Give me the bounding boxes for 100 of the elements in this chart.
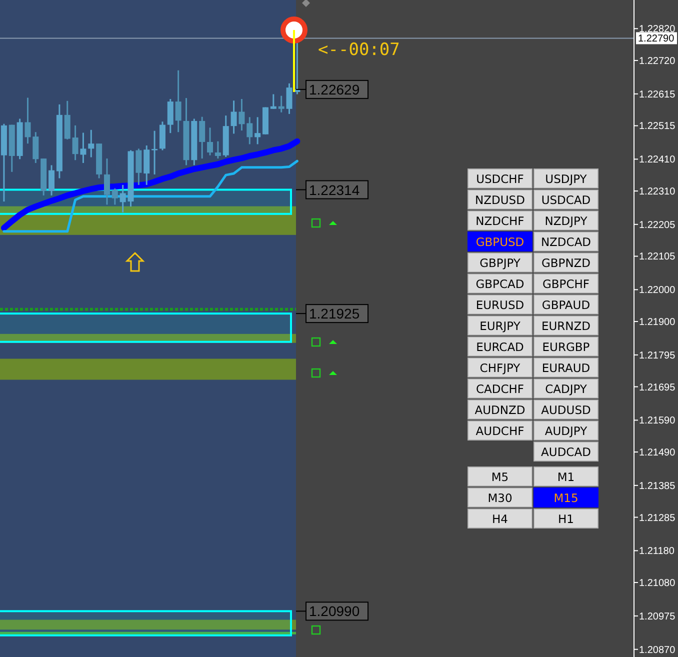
- y-tick-label: 1.21695: [639, 382, 676, 394]
- candlestick: [144, 144, 150, 186]
- annotation: EURUSD: [476, 298, 524, 312]
- candlestick: [278, 95, 284, 114]
- symbol-button: NZDCAD: [534, 232, 598, 252]
- timeframe-button: H4: [468, 508, 532, 528]
- timeframe-button: M15: [534, 488, 598, 508]
- band-label: 1.22314: [309, 182, 360, 198]
- symbol-button: USDJPY: [534, 168, 598, 188]
- ref-line-label: 1.22790: [638, 34, 675, 45]
- symbol-button: USDCHF: [468, 168, 532, 188]
- y-tick-label: 1.20870: [639, 644, 676, 656]
- y-tick-label: 1.22515: [639, 121, 676, 132]
- y-tick-label: 1.21385: [639, 480, 676, 492]
- annotation: USDCAD: [541, 193, 591, 208]
- candlestick: [80, 132, 86, 164]
- y-tick-label: 1.22000: [639, 285, 676, 296]
- symbol-button: GBPJPY: [468, 252, 532, 272]
- timeframe-button: M1: [534, 466, 598, 486]
- candlestick: [104, 158, 110, 206]
- symbol-button: NZDJPY: [534, 210, 598, 230]
- annotation: 1.22629: [309, 81, 360, 98]
- annotation: GBPJPY: [480, 256, 522, 270]
- y-tick-label: 1.21285: [639, 512, 676, 524]
- annotation: EURGBP: [542, 340, 590, 354]
- y-tick-label: 1.21590: [639, 416, 676, 427]
- symbol-button: USDCAD: [534, 190, 598, 210]
- timeframe-button: M30: [468, 488, 532, 508]
- symbol-button: NZDCHF: [468, 210, 532, 230]
- candlestick: [175, 70, 182, 133]
- symbol-button: EURAUD: [534, 358, 598, 378]
- annotation: EURCAD: [476, 340, 524, 354]
- y-tick-label: 1.22310: [639, 186, 676, 198]
- annotation: H4: [492, 512, 508, 526]
- symbol-button: EURCAD: [468, 336, 532, 356]
- annotation: AUDJPY: [544, 424, 588, 438]
- timeframe-button: M5: [468, 466, 532, 486]
- y-tick-label: 1.21900: [639, 316, 676, 328]
- annotation: M15: [554, 491, 578, 506]
- y-tick-label: 1.22615: [639, 89, 676, 100]
- symbol-button: AUDJPY: [534, 420, 598, 440]
- annotation: EURAUD: [542, 361, 590, 376]
- annotation: AUDUSD: [541, 403, 591, 418]
- annotation: NZDCHF: [476, 214, 524, 228]
- symbol-button: NZDUSD: [468, 190, 532, 210]
- annotation: USDJPY: [545, 172, 588, 186]
- annotation: CHFJPY: [480, 361, 522, 376]
- annotation: AUDCAD: [541, 445, 592, 460]
- symbol-button: AUDNZD: [468, 400, 532, 420]
- annotation: EURNZD: [541, 319, 591, 334]
- candlestick: [136, 148, 142, 186]
- annotation: NZDJPY: [544, 214, 588, 228]
- symbol-button: GBPAUD: [534, 294, 598, 314]
- candlestick: [64, 100, 70, 140]
- annotation: NZDCAD: [540, 235, 592, 250]
- symbol-button: GBPUSD: [468, 232, 532, 252]
- symbol-button: GBPCHF: [534, 274, 598, 294]
- candlestick: [48, 164, 55, 196]
- candlestick: [207, 126, 214, 156]
- annotation: GBPCHF: [542, 277, 590, 292]
- candlestick: [214, 140, 221, 160]
- symbol-button: CADCHF: [468, 378, 532, 398]
- y-tick-label: 1.21080: [639, 578, 676, 590]
- symbol-button: CHFJPY: [468, 358, 532, 378]
- candlestick: [120, 184, 126, 214]
- annotation: NZDUSD: [475, 193, 526, 208]
- candlestick: [238, 98, 245, 132]
- annotation: M1: [557, 470, 575, 484]
- line-series: [2, 160, 298, 233]
- annotation: CADCHF: [476, 382, 524, 396]
- candlestick: [230, 100, 237, 134]
- annotation: AUDNZD: [474, 403, 526, 418]
- candlestick: [88, 129, 94, 158]
- candlestick: [159, 120, 166, 151]
- symbol-button: EURUSD: [468, 294, 532, 314]
- symbol-button: EURNZD: [534, 316, 598, 336]
- annotation: <--00:07: [318, 40, 400, 60]
- y-tick-label: 1.22105: [639, 252, 676, 263]
- annotation: M30: [488, 491, 512, 506]
- candlestick: [32, 131, 39, 164]
- annotation: GBPUSD: [476, 235, 524, 250]
- y-tick-label: 1.21180: [639, 546, 675, 558]
- candlestick: [167, 98, 174, 134]
- candlestick: [112, 188, 118, 206]
- candlestick: [270, 93, 276, 110]
- candlestick: [246, 116, 253, 145]
- y-tick-label: 1.20975: [639, 611, 676, 622]
- annotation: EURJPY: [480, 319, 522, 334]
- candlestick: [254, 116, 261, 145]
- annotation: GBPCAD: [476, 277, 524, 292]
- symbol-button: AUDCHF: [468, 420, 532, 440]
- timeframe-button: H1: [534, 508, 598, 528]
- y-tick-label: 1.22205: [639, 220, 676, 231]
- symbol-button: GBPCAD: [468, 274, 532, 294]
- symbol-button: EURGBP: [534, 336, 598, 356]
- y-tick-label: 1.21490: [639, 448, 676, 459]
- candlestick: [286, 82, 292, 115]
- annotation: AUDCHF: [476, 424, 524, 438]
- annotation: GBPNZD: [541, 256, 591, 270]
- y-tick-label: 1.21795: [639, 350, 676, 362]
